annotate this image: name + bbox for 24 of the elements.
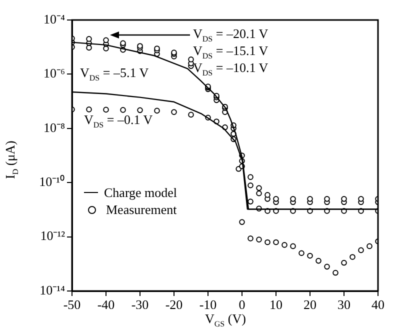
legend-label: Charge model <box>104 184 178 200</box>
annotation: V$_{DS}$ = –5.1 V <box>80 65 149 85</box>
annotation: V$_{DS}$ = –15.1 V <box>193 43 268 61</box>
y-tick-label: 10⁻⁸ <box>43 120 66 135</box>
x-tick-label: -20 <box>165 297 183 312</box>
x-tick-label: 40 <box>372 297 384 312</box>
x-tick-label: -10 <box>199 297 217 312</box>
annotation: V$_{DS}$ = –10.1 V <box>193 60 268 80</box>
x-tick-label: 0 <box>238 297 246 312</box>
y-tick-label: 10⁻¹⁰ <box>39 174 65 190</box>
x-tick-label: 20 <box>304 297 316 312</box>
legend-label: Measurement <box>106 202 177 218</box>
annotation: V$_{DS}$ = –20.1 V <box>193 26 268 44</box>
x-tick-label: -40 <box>97 297 115 312</box>
annotation: V$_{DS}$ = –0.1 V <box>84 112 153 132</box>
x-tick-label: 30 <box>338 297 350 312</box>
y-tick-label: 10⁻⁴ <box>43 11 66 26</box>
y-tick-label: 10⁻¹⁴ <box>40 282 66 298</box>
y-tick-label: 10⁻⁶ <box>43 66 65 81</box>
x-tick-label: -30 <box>131 297 149 312</box>
y-tick-label: 10⁻¹² <box>40 228 66 244</box>
x-tick-label: -50 <box>63 297 81 312</box>
x-axis-title: V$_{GS}$ (V) <box>205 311 246 331</box>
x-tick-label: 10 <box>270 297 282 312</box>
